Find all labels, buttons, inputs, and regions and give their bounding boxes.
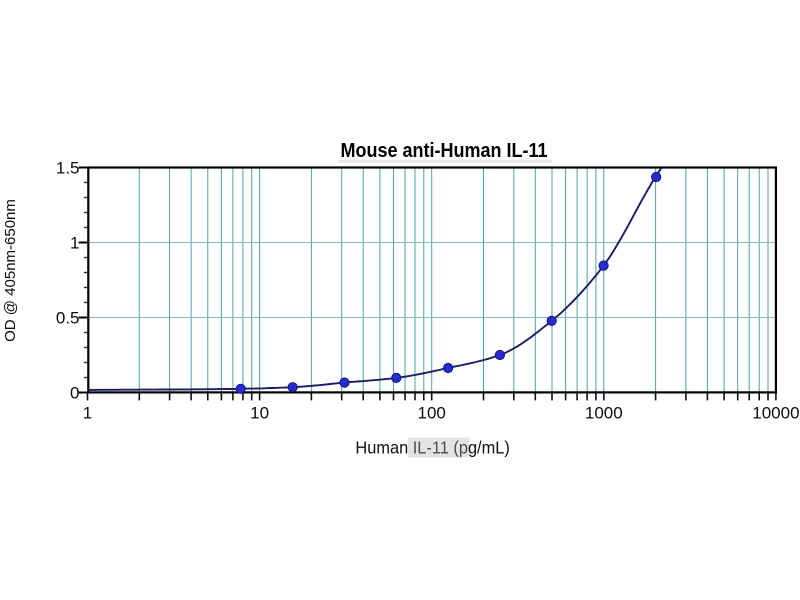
svg-text:1.5: 1.5 (56, 159, 80, 178)
svg-text:0: 0 (70, 384, 79, 403)
svg-text:OD @ 405nm-650nm: OD @ 405nm-650nm (2, 199, 19, 342)
svg-text:Mouse anti-Human IL-11: Mouse anti-Human IL-11 (341, 139, 548, 162)
svg-text:10000: 10000 (752, 404, 799, 423)
svg-text:10: 10 (250, 404, 269, 423)
svg-text:0.5: 0.5 (56, 309, 80, 328)
svg-text:1: 1 (83, 404, 92, 423)
svg-text:1: 1 (70, 234, 79, 253)
svg-text:1000: 1000 (585, 404, 623, 423)
svg-text:Human IL-11 (pg/mL): Human IL-11 (pg/mL) (355, 438, 509, 458)
svg-text:100: 100 (418, 404, 446, 423)
